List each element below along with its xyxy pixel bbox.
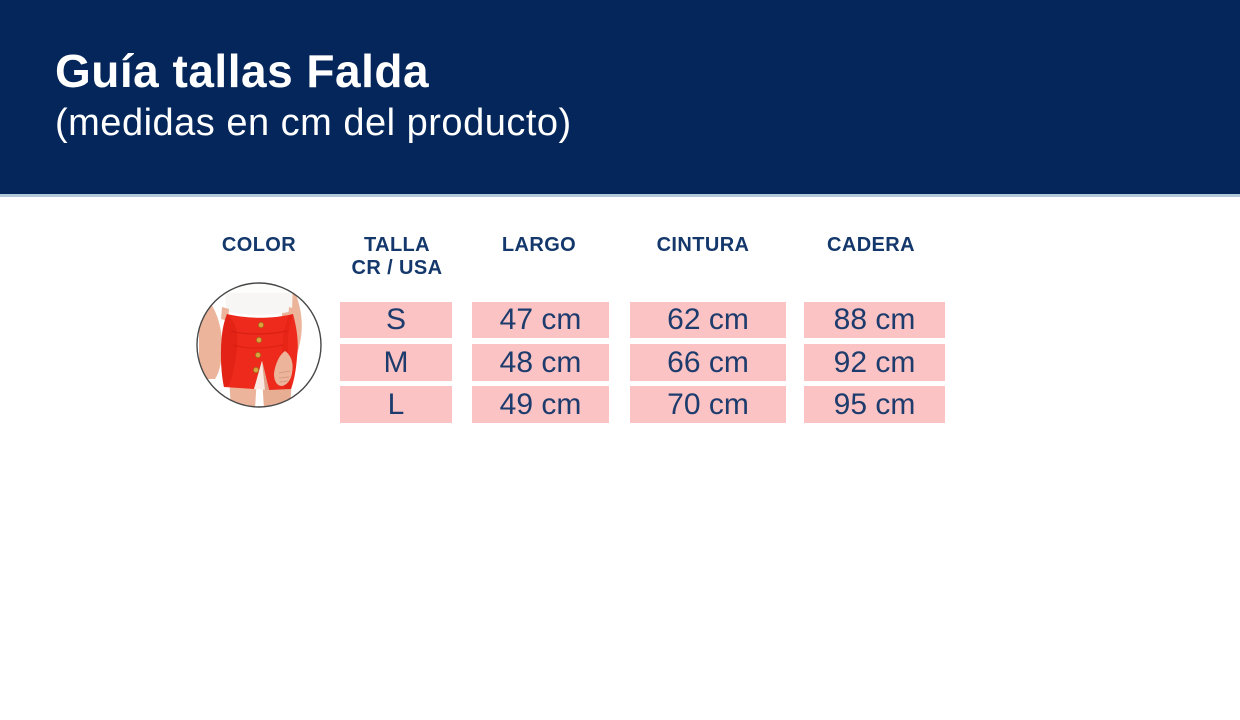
cell-largo-s: 47 cm — [472, 302, 609, 338]
column-header-largo: LARGO — [501, 234, 577, 256]
cell-largo-l: 49 cm — [472, 386, 609, 423]
cell-cadera-m: 92 cm — [804, 344, 945, 381]
column-header-cadera: CADERA — [827, 234, 915, 256]
product-image-red-skirt — [195, 281, 323, 409]
cell-talla-m: M — [340, 344, 452, 381]
page-title: Guía tallas Falda — [55, 45, 430, 97]
cell-cintura-l: 70 cm — [630, 386, 786, 423]
column-header-talla-line1: TALLA — [363, 234, 431, 256]
cell-cadera-s: 88 cm — [804, 302, 945, 338]
column-header-talla: TALLA CR / USA — [307, 234, 487, 280]
column-header-talla-line2: CR / USA — [351, 257, 443, 279]
cell-largo-m: 48 cm — [472, 344, 609, 381]
cell-cintura-s: 62 cm — [630, 302, 786, 338]
column-header-color: COLOR — [221, 234, 297, 256]
page-subtitle: (medidas en cm del producto) — [55, 102, 572, 144]
header-band: Guía tallas Falda (medidas en cm del pro… — [0, 0, 1240, 197]
cell-cintura-m: 66 cm — [630, 344, 786, 381]
red-skirt-illustration — [196, 282, 322, 408]
cell-talla-l: L — [340, 386, 452, 423]
cell-cadera-l: 95 cm — [804, 386, 945, 423]
cell-talla-s: S — [340, 302, 452, 338]
column-header-cintura: CINTURA — [656, 234, 750, 256]
